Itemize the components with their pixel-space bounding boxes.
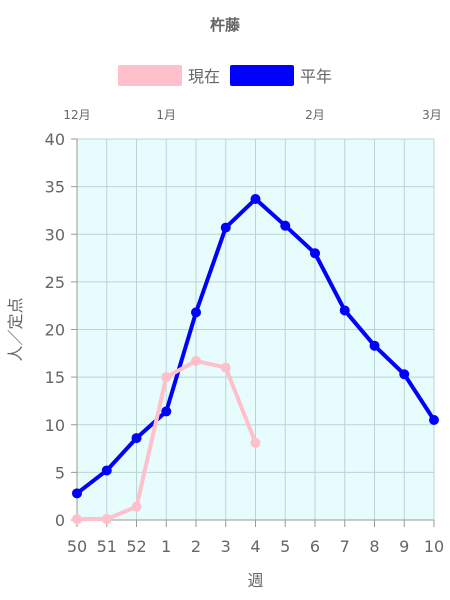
y-tick-label: 10 <box>45 416 65 435</box>
x-tick-label: 7 <box>340 537 350 556</box>
y-axis-title: 人／定点 <box>6 297 25 361</box>
legend: 現在 平年 <box>0 63 450 87</box>
data-point <box>250 194 261 205</box>
data-point <box>369 340 380 351</box>
month-label: 12月 <box>63 108 90 122</box>
legend-item-current[interactable]: 現在 <box>117 63 220 87</box>
legend-swatch-normal <box>230 64 294 86</box>
x-tick-label: 4 <box>250 537 260 556</box>
x-tick-label: 1 <box>161 537 171 556</box>
x-tick-label: 9 <box>399 537 409 556</box>
data-point <box>280 220 291 231</box>
x-tick-label: 6 <box>310 537 320 556</box>
x-tick-label: 10 <box>424 537 444 556</box>
x-tick-label: 2 <box>191 537 201 556</box>
data-point <box>131 501 142 512</box>
month-label: 1月 <box>156 108 176 122</box>
x-tick-label: 51 <box>97 537 117 556</box>
y-tick-label: 0 <box>55 511 65 530</box>
data-point <box>250 437 261 448</box>
y-tick-label: 20 <box>45 321 65 340</box>
y-tick-label: 15 <box>45 368 65 387</box>
data-point <box>399 369 410 380</box>
y-tick-label: 5 <box>55 463 65 482</box>
x-tick-label: 8 <box>369 537 379 556</box>
legend-label-normal: 平年 <box>300 67 333 86</box>
legend-swatch-current <box>117 64 182 86</box>
month-label: 3月 <box>422 108 442 122</box>
data-point <box>220 362 231 373</box>
y-tick-label: 30 <box>45 225 65 244</box>
x-tick-label: 50 <box>67 537 87 556</box>
month-label: 2月 <box>305 108 325 122</box>
legend-label-current: 現在 <box>187 67 220 86</box>
data-point <box>161 372 172 383</box>
data-point <box>191 307 201 318</box>
y-tick-label: 40 <box>45 130 65 149</box>
data-point <box>310 248 320 259</box>
chart-title: 杵藤 <box>209 16 240 34</box>
data-point <box>429 414 439 425</box>
y-tick-label: 25 <box>45 273 65 292</box>
x-axis-title: 週 <box>247 571 263 590</box>
data-point <box>191 355 201 366</box>
y-tick-label: 35 <box>45 178 65 197</box>
data-point <box>101 465 112 476</box>
data-point <box>101 514 112 525</box>
data-point <box>72 514 82 525</box>
x-tick-label: 3 <box>221 537 231 556</box>
legend-item-normal[interactable]: 平年 <box>230 63 332 87</box>
data-point <box>72 488 82 499</box>
x-tick-label: 52 <box>126 537 146 556</box>
data-point <box>161 406 172 417</box>
data-point <box>339 305 350 316</box>
data-point <box>131 433 142 444</box>
x-tick-label: 5 <box>280 537 290 556</box>
data-point <box>220 222 231 233</box>
